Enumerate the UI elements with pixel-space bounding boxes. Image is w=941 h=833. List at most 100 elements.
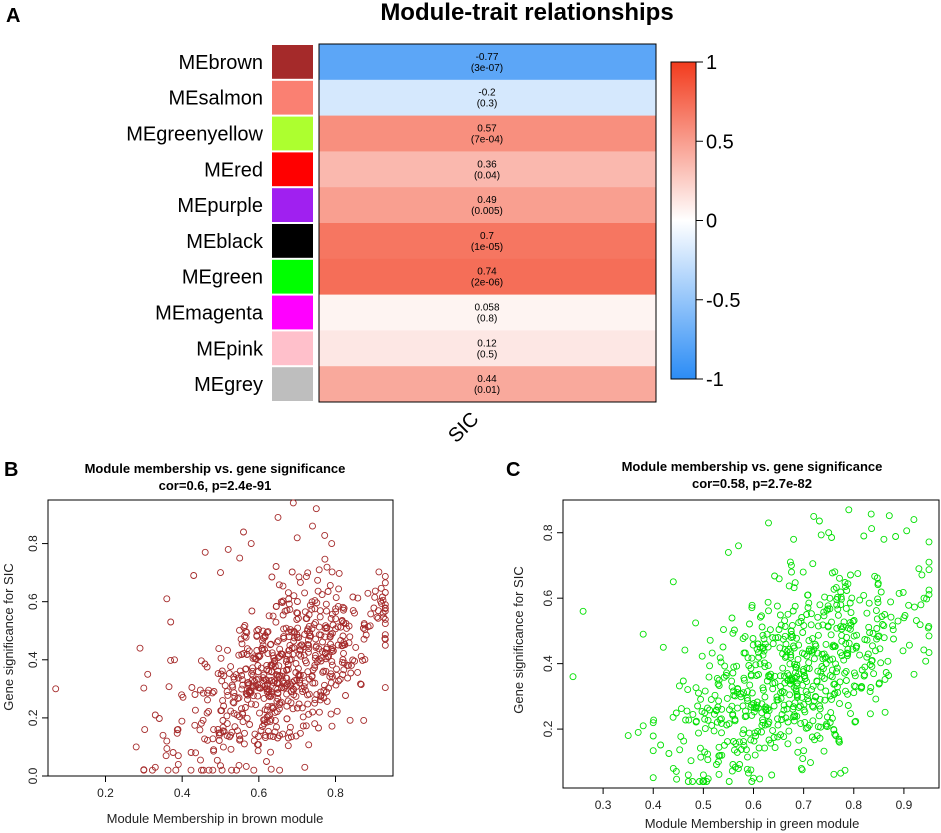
scatter-point xyxy=(250,766,258,774)
scatter-point xyxy=(639,722,647,730)
scatter-point xyxy=(760,635,768,643)
scatter-point xyxy=(812,642,820,650)
scatter-point xyxy=(836,700,843,708)
scatter-point xyxy=(288,568,296,576)
scatter-point xyxy=(866,710,874,718)
scatter-point xyxy=(340,619,348,627)
scatter-point xyxy=(302,615,310,622)
scatter-point xyxy=(215,737,223,744)
module-label: MEbrown xyxy=(179,52,263,74)
scatter-point xyxy=(798,614,806,621)
scatter-point xyxy=(720,626,727,634)
scatter-point xyxy=(364,589,372,597)
module-label: MEsalmon xyxy=(169,88,263,110)
scatter-point xyxy=(869,642,876,650)
scatter-point xyxy=(828,618,835,626)
scatter-point xyxy=(347,669,355,677)
scatter-point xyxy=(204,696,211,704)
scatter-point xyxy=(188,684,196,691)
scatter-point xyxy=(814,631,822,639)
scatter-point xyxy=(677,705,685,713)
module-color-swatch xyxy=(272,224,313,258)
scatter-point xyxy=(306,632,314,640)
scatter-point xyxy=(263,661,271,669)
scatter-point xyxy=(196,726,204,734)
scatter-point xyxy=(132,743,140,751)
scatter-point xyxy=(736,761,744,768)
scatter-point xyxy=(729,629,737,637)
scatter-point xyxy=(261,646,268,653)
scatter-point xyxy=(754,640,762,648)
scatter-point xyxy=(827,631,835,639)
scatter-point xyxy=(287,699,295,707)
scatter-point xyxy=(352,643,360,651)
scatter-point xyxy=(819,655,827,663)
heatmap-cell xyxy=(319,223,656,260)
scatter-point xyxy=(173,726,181,734)
panel-label-b: B xyxy=(4,459,18,481)
scatter-point xyxy=(242,628,250,636)
scatter-point xyxy=(199,689,207,697)
scatter-point xyxy=(230,699,238,707)
scatter-point xyxy=(740,738,747,746)
scatter-point xyxy=(332,615,340,623)
heatmap-cell xyxy=(319,330,656,367)
scatter-point xyxy=(287,733,295,741)
scatter-point xyxy=(823,723,831,730)
scatter-point xyxy=(249,671,257,679)
scatter-point xyxy=(210,747,218,755)
scatter-point xyxy=(748,711,756,719)
heatmap-cell xyxy=(319,79,656,116)
scatter-point xyxy=(217,762,224,770)
scatter-point xyxy=(759,716,766,724)
scatter-point xyxy=(569,673,577,681)
scatter-point xyxy=(669,713,677,721)
scatter-point xyxy=(203,663,211,671)
x-tick-label: 0.2 xyxy=(97,786,114,800)
scatter-point xyxy=(349,656,357,664)
scatter-point xyxy=(310,621,318,629)
cell-pvalue: (3e-07) xyxy=(471,63,503,74)
scatter-point xyxy=(163,595,171,603)
scatter-point xyxy=(205,707,213,715)
scatter-point xyxy=(816,705,824,713)
scatter-point xyxy=(209,766,217,774)
scatter-point xyxy=(797,720,805,728)
scatter-point xyxy=(245,647,253,655)
y-tick-label: 0.0 xyxy=(26,767,40,784)
scatter-point xyxy=(276,766,284,774)
scatter-point xyxy=(867,510,875,518)
scatter-point xyxy=(335,585,343,593)
scatter-point xyxy=(263,666,271,674)
scatter-point xyxy=(692,684,700,692)
scatter-point xyxy=(272,563,280,570)
heatmap-cell xyxy=(319,366,656,403)
scatter-b-xlabel: Module Membership in brown module xyxy=(107,811,324,826)
scatter-point xyxy=(322,622,330,630)
scatter-point xyxy=(280,634,288,642)
scatter-point xyxy=(213,756,221,764)
scatter-point xyxy=(805,697,812,705)
scatter-point xyxy=(276,645,284,653)
scatter-point xyxy=(728,767,736,775)
scatter-point xyxy=(322,600,330,608)
scatter-point xyxy=(910,516,918,524)
y-tick-label: 0.2 xyxy=(541,720,555,737)
scatter-point xyxy=(187,766,195,774)
scatter-point xyxy=(777,689,785,697)
scatter-point xyxy=(723,694,731,702)
scatter-point xyxy=(759,651,767,659)
scatter-point xyxy=(243,651,251,658)
scatter-point xyxy=(334,623,342,631)
scatter-point xyxy=(312,619,319,627)
scatter-point xyxy=(820,747,828,755)
color-scale-ticks: 1 0.5 0 -0.5 -1 xyxy=(696,52,740,391)
scatter-point xyxy=(155,715,163,722)
scatter-point xyxy=(787,627,795,635)
scatter-point xyxy=(758,612,765,620)
scatter-point xyxy=(731,717,739,725)
scatter-point xyxy=(312,505,320,513)
scatter-point xyxy=(800,747,808,755)
scatter-point xyxy=(269,660,277,668)
scatter-point xyxy=(300,683,308,691)
